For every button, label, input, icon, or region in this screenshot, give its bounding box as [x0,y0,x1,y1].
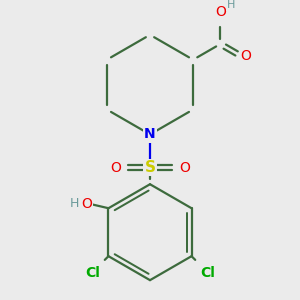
Text: O: O [240,49,251,63]
Text: O: O [179,160,190,175]
Text: H: H [227,0,236,10]
Text: H: H [70,197,79,210]
Text: O: O [81,197,92,211]
Text: O: O [110,160,121,175]
Text: S: S [145,160,155,175]
Text: O: O [215,5,226,19]
Text: Cl: Cl [85,266,100,280]
Text: N: N [144,128,156,141]
Text: Cl: Cl [200,266,215,280]
